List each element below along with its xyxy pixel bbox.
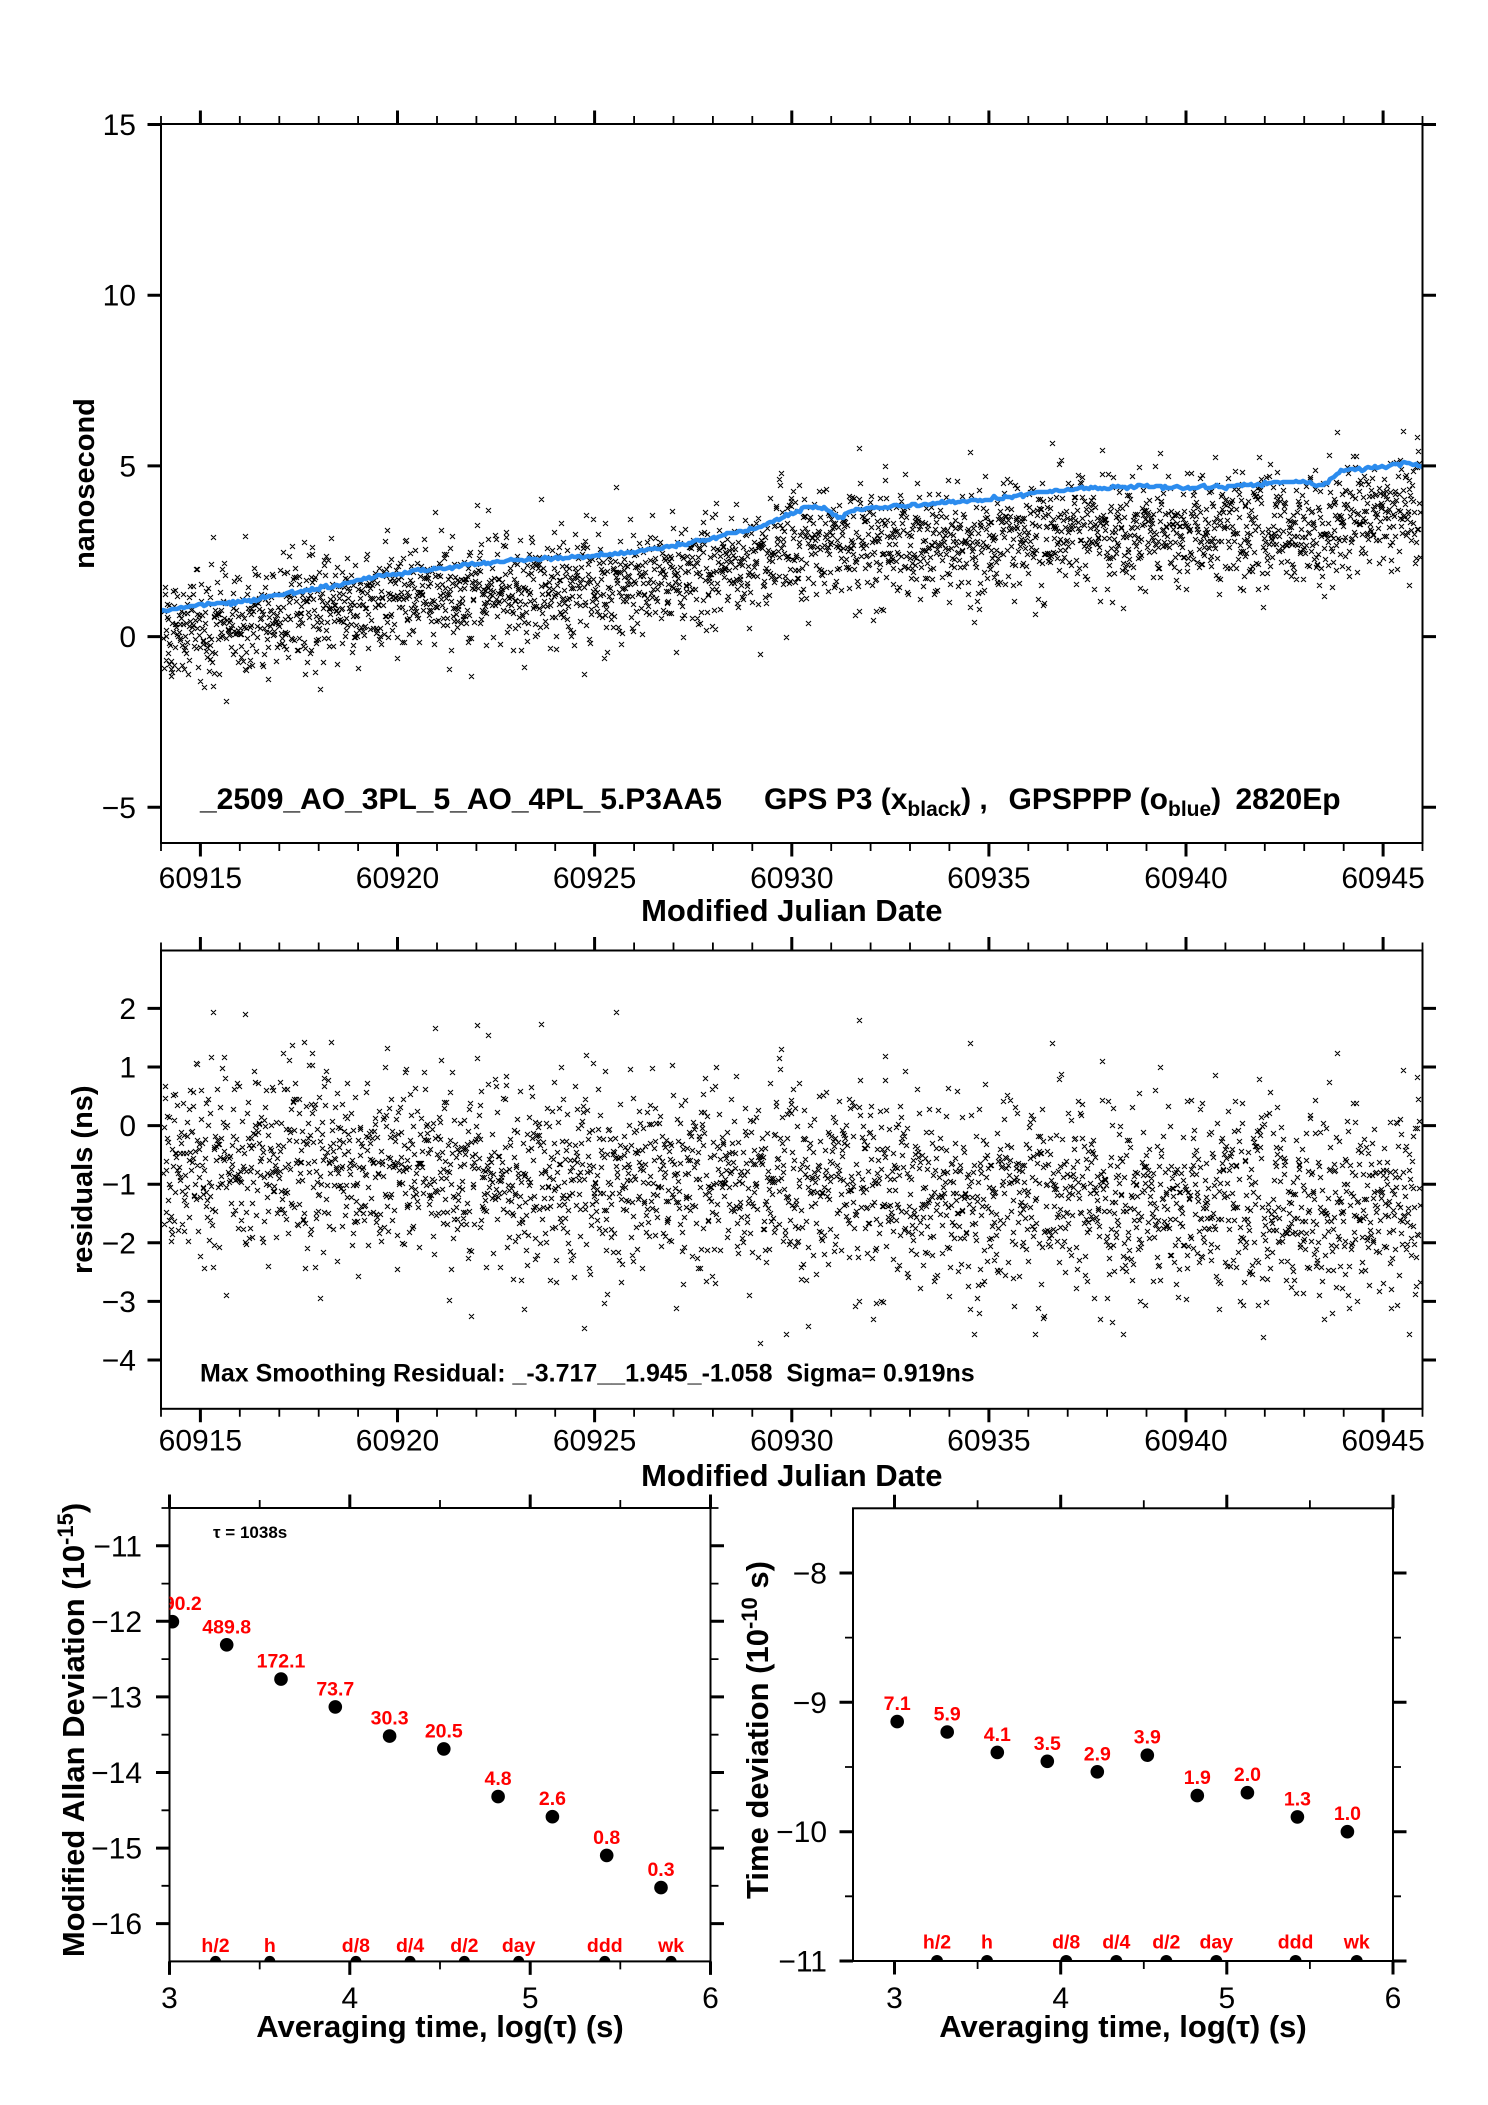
svg-text:60935: 60935 — [947, 862, 1030, 895]
svg-text:−10: −10 — [776, 1816, 827, 1849]
svg-text:2.9: 2.9 — [1084, 1743, 1111, 1765]
svg-text:4.1: 4.1 — [984, 1724, 1011, 1746]
svg-text:7.1: 7.1 — [884, 1693, 911, 1715]
svg-text:wk: wk — [1343, 1932, 1370, 1954]
svg-text:day: day — [502, 1935, 536, 1957]
svg-text:172.1: 172.1 — [257, 1651, 306, 1673]
svg-text:−15: −15 — [91, 1833, 142, 1866]
svg-text:ddd: ddd — [587, 1935, 623, 1957]
svg-text:2.6: 2.6 — [539, 1788, 566, 1810]
svg-text:1.0: 1.0 — [1334, 1803, 1361, 1825]
svg-text:h/2: h/2 — [923, 1932, 951, 1954]
svg-text:_2509_AO_3PL_5_AO_4PL_5.P3AA5: _2509_AO_3PL_5_AO_4PL_5.P3AA5 — [199, 783, 722, 816]
svg-text:d/8: d/8 — [1052, 1932, 1080, 1954]
svg-text:60920: 60920 — [356, 862, 439, 895]
svg-text:Modified Allan Deviation (10-1: Modified Allan Deviation (10-15) — [53, 1503, 91, 1957]
svg-text:60935: 60935 — [947, 1425, 1030, 1458]
svg-text:−12: −12 — [91, 1606, 142, 1639]
svg-text:60920: 60920 — [356, 1425, 439, 1458]
svg-text:−11: −11 — [778, 1946, 827, 1979]
svg-text:60930: 60930 — [750, 862, 833, 895]
svg-text:−4: −4 — [102, 1345, 136, 1378]
svg-text:−8: −8 — [793, 1558, 827, 1591]
svg-text:3.5: 3.5 — [1034, 1733, 1061, 1755]
svg-text:60915: 60915 — [159, 1425, 242, 1458]
svg-text:60945: 60945 — [1341, 862, 1424, 895]
svg-text:60915: 60915 — [159, 862, 242, 895]
svg-text:5: 5 — [522, 1982, 539, 2015]
svg-text:day: day — [1199, 1932, 1233, 1954]
svg-text:4: 4 — [1052, 1982, 1069, 2015]
svg-text:1: 1 — [119, 1052, 136, 1085]
svg-text:6: 6 — [1385, 1982, 1402, 2015]
svg-text:73.7: 73.7 — [316, 1678, 354, 1700]
svg-text:Averaging time, log(τ) (s): Averaging time, log(τ) (s) — [939, 2009, 1307, 2044]
svg-text:2820Ep: 2820Ep — [1236, 783, 1341, 816]
svg-text:−1: −1 — [102, 1169, 136, 1202]
svg-text:−3: −3 — [102, 1286, 136, 1319]
svg-text:60940: 60940 — [1144, 862, 1227, 895]
svg-text:h: h — [264, 1935, 276, 1957]
svg-text:60940: 60940 — [1144, 1425, 1227, 1458]
svg-text:−9: −9 — [793, 1687, 827, 1720]
svg-text:60925: 60925 — [553, 862, 636, 895]
svg-text:d/4: d/4 — [1102, 1932, 1130, 1954]
svg-text:h/2: h/2 — [201, 1935, 229, 1957]
svg-text:1.9: 1.9 — [1184, 1767, 1211, 1789]
svg-text:wk: wk — [657, 1935, 684, 1957]
svg-text:GPSPPP (oblue): GPSPPP (oblue) — [1009, 783, 1222, 821]
svg-text:4: 4 — [341, 1982, 358, 2015]
svg-text:10: 10 — [103, 280, 136, 313]
svg-text:Modified Julian Date: Modified Julian Date — [641, 893, 942, 928]
svg-text:0: 0 — [119, 1110, 136, 1143]
svg-text:6: 6 — [702, 1982, 719, 2015]
svg-text:−5: −5 — [102, 792, 136, 825]
svg-text:2.0: 2.0 — [1234, 1764, 1261, 1786]
svg-text:−13: −13 — [91, 1681, 142, 1714]
svg-text:5: 5 — [1218, 1982, 1235, 2015]
svg-text:ddd: ddd — [1278, 1932, 1314, 1954]
svg-text:−2: −2 — [102, 1227, 136, 1260]
svg-text:nanosecond: nanosecond — [69, 398, 101, 569]
svg-text:60930: 60930 — [750, 1425, 833, 1458]
svg-text:0.8: 0.8 — [593, 1827, 620, 1849]
svg-text:990.2: 990.2 — [153, 1593, 202, 1615]
svg-text:−14: −14 — [91, 1757, 142, 1790]
svg-text:2: 2 — [119, 993, 136, 1026]
svg-text:489.8: 489.8 — [202, 1616, 251, 1638]
svg-text:15: 15 — [103, 109, 136, 142]
svg-text:−11: −11 — [93, 1530, 142, 1563]
svg-text:60945: 60945 — [1341, 1425, 1424, 1458]
svg-text:4.8: 4.8 — [485, 1768, 512, 1790]
svg-text:60925: 60925 — [553, 1425, 636, 1458]
svg-text:0.3: 0.3 — [647, 1859, 674, 1881]
svg-text:residuals (ns): residuals (ns) — [67, 1085, 99, 1274]
svg-text:d/8: d/8 — [342, 1935, 370, 1957]
svg-text:τ = 1038s: τ = 1038s — [213, 1523, 287, 1542]
svg-text:5.9: 5.9 — [934, 1704, 961, 1726]
svg-text:0: 0 — [119, 621, 136, 654]
svg-text:5: 5 — [119, 450, 136, 483]
svg-text:20.5: 20.5 — [425, 1720, 463, 1742]
svg-text:3.9: 3.9 — [1134, 1727, 1161, 1749]
svg-text:Max Smoothing Residual: _-3.71: Max Smoothing Residual: _-3.717__1.945_-… — [200, 1360, 975, 1388]
svg-text:3: 3 — [161, 1982, 178, 2015]
svg-text:1.3: 1.3 — [1284, 1788, 1311, 1810]
svg-text:d/4: d/4 — [396, 1935, 424, 1957]
svg-text:d/2: d/2 — [1152, 1932, 1180, 1954]
svg-text:d/2: d/2 — [450, 1935, 478, 1957]
svg-text:h: h — [981, 1932, 993, 1954]
svg-text:Modified Julian Date: Modified Julian Date — [641, 1458, 942, 1493]
svg-text:−16: −16 — [91, 1908, 142, 1941]
svg-text:Averaging time, log(τ) (s): Averaging time, log(τ) (s) — [256, 2009, 624, 2044]
svg-text:30.3: 30.3 — [371, 1708, 409, 1730]
svg-text:3: 3 — [886, 1982, 903, 2015]
